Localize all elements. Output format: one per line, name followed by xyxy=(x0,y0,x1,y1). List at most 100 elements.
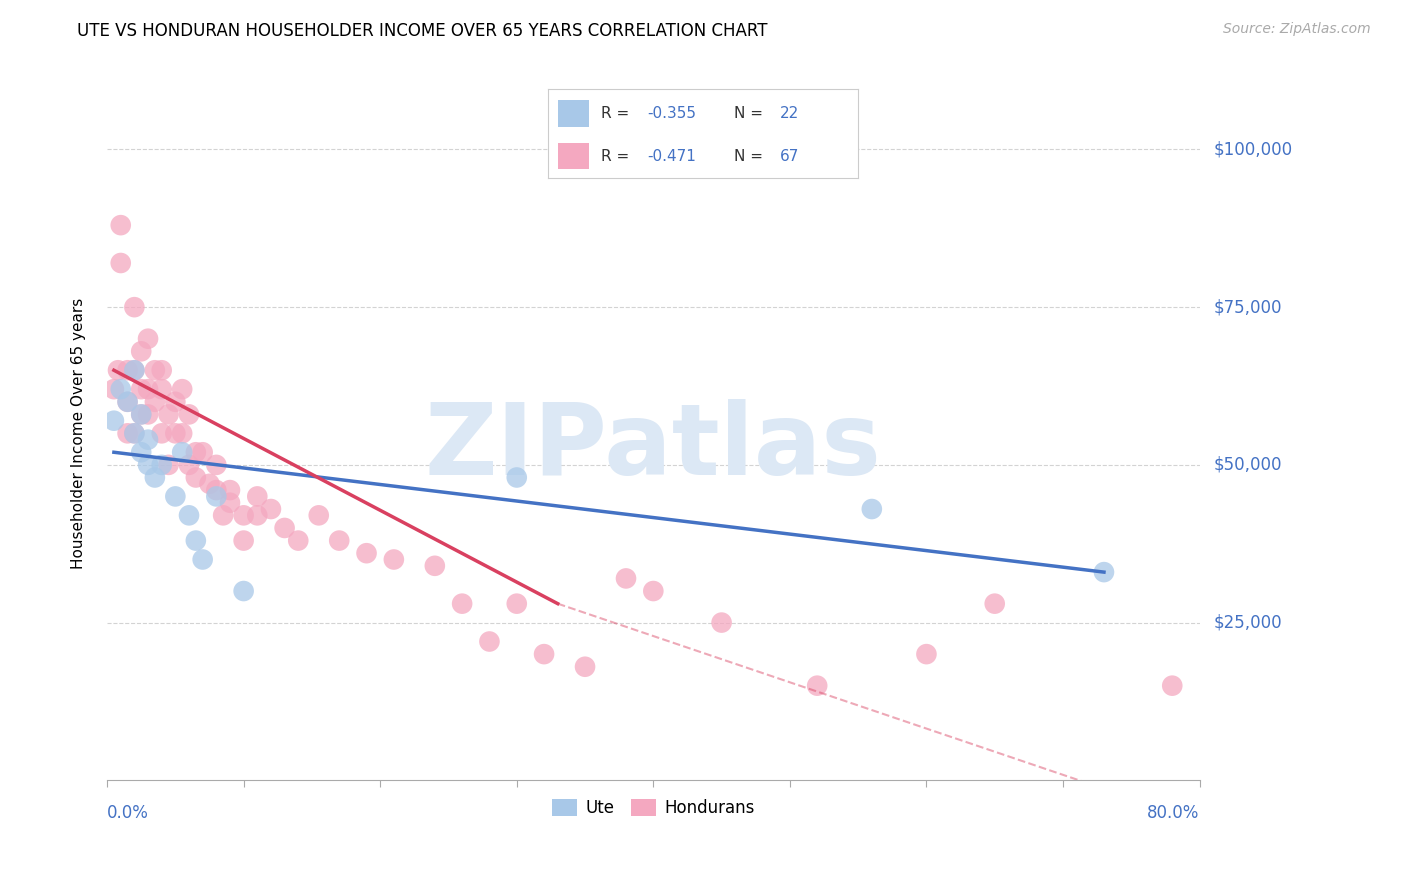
Point xyxy=(212,508,235,523)
Point xyxy=(129,344,152,359)
Point xyxy=(273,521,295,535)
Point xyxy=(110,218,132,232)
Point xyxy=(165,426,187,441)
Y-axis label: Householder Income Over 65 years: Householder Income Over 65 years xyxy=(72,298,86,569)
Point xyxy=(150,363,173,377)
Point xyxy=(124,363,146,377)
Point xyxy=(103,414,125,428)
Point xyxy=(172,426,194,441)
Point xyxy=(983,597,1005,611)
Point xyxy=(184,470,207,484)
Point xyxy=(915,647,938,661)
Point xyxy=(205,490,228,504)
Text: N =: N = xyxy=(734,106,768,120)
Point xyxy=(246,508,269,523)
Point xyxy=(1161,679,1184,693)
Text: Source: ZipAtlas.com: Source: ZipAtlas.com xyxy=(1223,22,1371,37)
Text: 80.0%: 80.0% xyxy=(1147,805,1199,822)
Point xyxy=(506,597,529,611)
Point xyxy=(165,394,187,409)
Text: R =: R = xyxy=(600,106,634,120)
Point xyxy=(287,533,309,548)
Point xyxy=(860,502,883,516)
Point xyxy=(308,508,330,523)
Point xyxy=(184,533,207,548)
Point xyxy=(124,363,146,377)
Text: 67: 67 xyxy=(780,149,800,163)
Point xyxy=(184,445,207,459)
Point xyxy=(177,508,200,523)
Point xyxy=(219,496,242,510)
Point xyxy=(246,490,269,504)
Point xyxy=(129,408,152,422)
Point xyxy=(533,647,555,661)
Point xyxy=(232,584,254,599)
Point xyxy=(205,458,228,472)
Point xyxy=(191,552,214,566)
Point xyxy=(806,679,828,693)
Point xyxy=(117,363,139,377)
Text: $75,000: $75,000 xyxy=(1213,298,1282,316)
Point xyxy=(232,533,254,548)
Point xyxy=(129,408,152,422)
Point xyxy=(260,502,283,516)
Point xyxy=(219,483,242,497)
Point xyxy=(643,584,665,599)
Point xyxy=(136,408,159,422)
Point xyxy=(150,426,173,441)
Text: -0.355: -0.355 xyxy=(647,106,696,120)
Point xyxy=(1092,565,1115,579)
Point xyxy=(356,546,378,560)
Legend: Ute, Hondurans: Ute, Hondurans xyxy=(546,792,761,824)
Point xyxy=(574,659,596,673)
Text: $25,000: $25,000 xyxy=(1213,614,1282,632)
Point xyxy=(129,382,152,396)
Point xyxy=(172,382,194,396)
Point xyxy=(136,332,159,346)
Point xyxy=(172,445,194,459)
Point xyxy=(124,300,146,314)
Point xyxy=(124,426,146,441)
Text: -0.471: -0.471 xyxy=(647,149,696,163)
Point xyxy=(191,445,214,459)
Point xyxy=(157,408,180,422)
Text: 0.0%: 0.0% xyxy=(107,805,149,822)
Text: $50,000: $50,000 xyxy=(1213,456,1282,474)
Point xyxy=(157,458,180,472)
Bar xyxy=(558,143,589,169)
Point xyxy=(129,445,152,459)
Point xyxy=(506,470,529,484)
Point xyxy=(328,533,350,548)
Text: R =: R = xyxy=(600,149,634,163)
Point xyxy=(143,363,166,377)
Point xyxy=(382,552,405,566)
Point xyxy=(614,571,637,585)
Point xyxy=(232,508,254,523)
Point xyxy=(198,476,221,491)
Point xyxy=(124,426,146,441)
Point xyxy=(107,363,129,377)
Point xyxy=(165,490,187,504)
Point xyxy=(136,382,159,396)
Bar xyxy=(558,100,589,127)
Text: ZIPatlas: ZIPatlas xyxy=(425,399,882,496)
Point xyxy=(150,382,173,396)
Point xyxy=(710,615,733,630)
Point xyxy=(423,558,446,573)
Point xyxy=(136,433,159,447)
Point xyxy=(451,597,474,611)
Text: UTE VS HONDURAN HOUSEHOLDER INCOME OVER 65 YEARS CORRELATION CHART: UTE VS HONDURAN HOUSEHOLDER INCOME OVER … xyxy=(77,22,768,40)
Point xyxy=(143,394,166,409)
Point xyxy=(150,458,173,472)
Point xyxy=(117,394,139,409)
Point xyxy=(478,634,501,648)
Point xyxy=(177,408,200,422)
Point xyxy=(177,458,200,472)
Text: 22: 22 xyxy=(780,106,800,120)
Point xyxy=(117,394,139,409)
Point xyxy=(136,458,159,472)
Point xyxy=(110,382,132,396)
Text: $100,000: $100,000 xyxy=(1213,140,1292,159)
Point xyxy=(110,256,132,270)
Text: N =: N = xyxy=(734,149,768,163)
